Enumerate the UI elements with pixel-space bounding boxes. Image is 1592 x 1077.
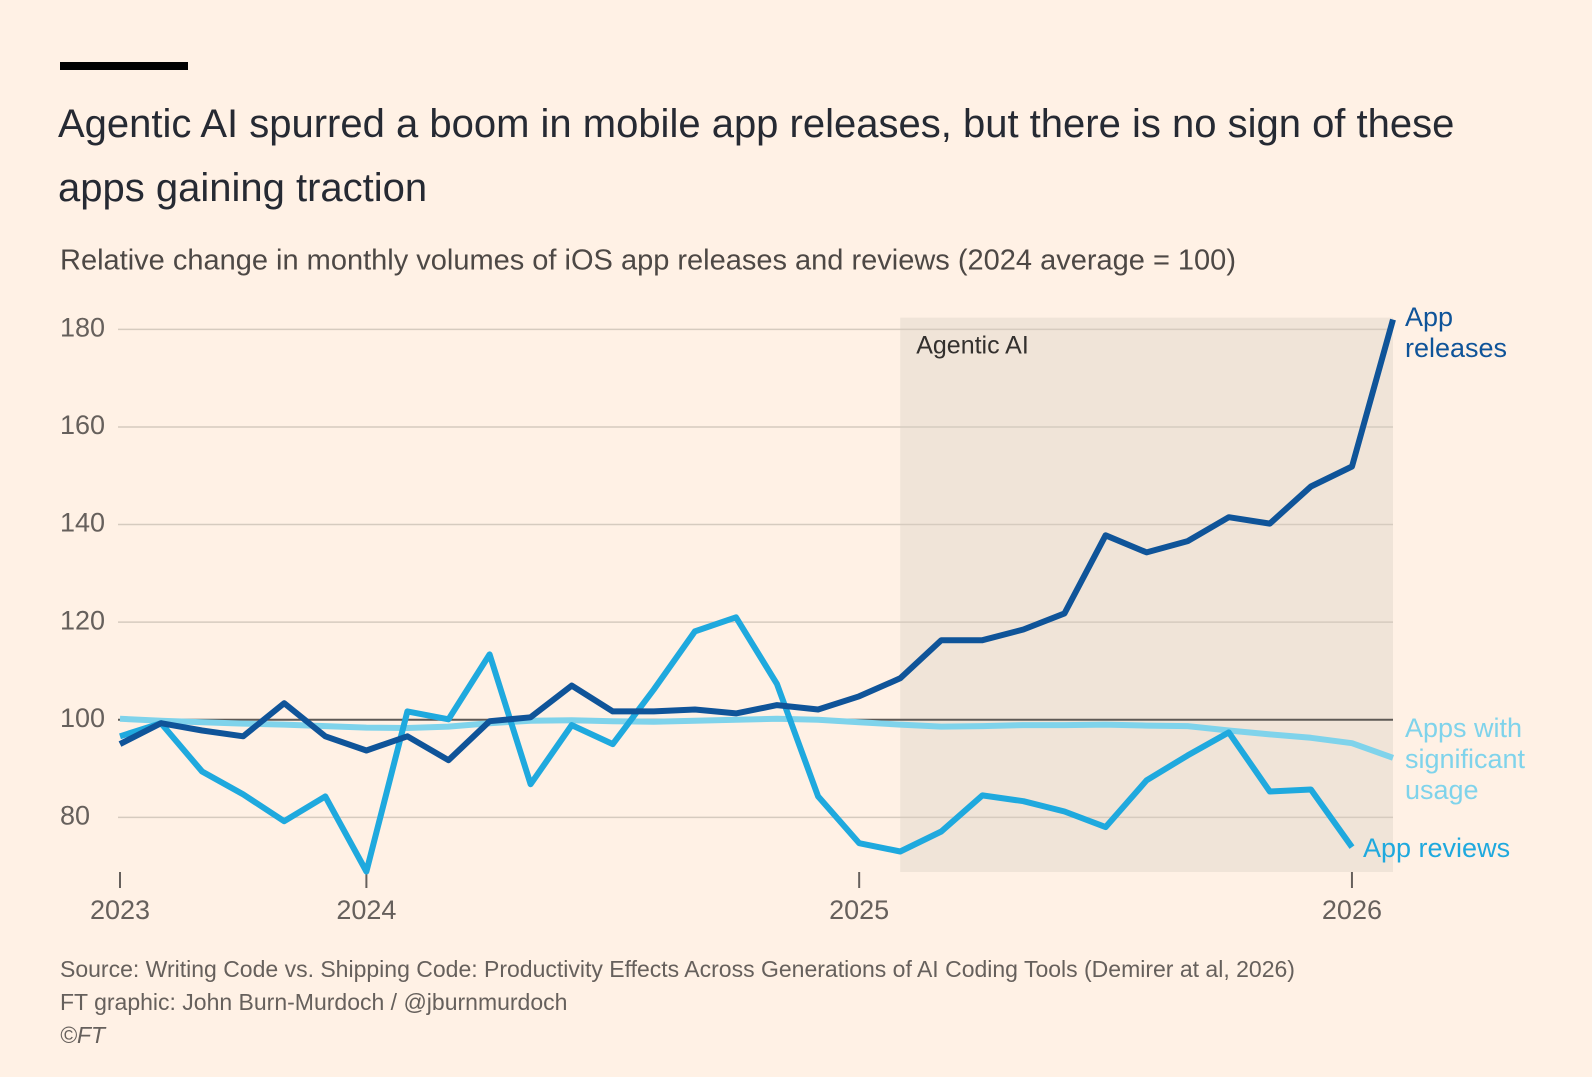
y-tick-label: 120 — [60, 605, 105, 635]
series-label-box: App releases — [1405, 302, 1508, 363]
series-label: App reviews — [1363, 833, 1511, 863]
series-line — [119, 715, 1395, 761]
y-tick-label: 160 — [60, 410, 105, 440]
shade — [900, 317, 1393, 873]
series-label-box: Apps with significant usage — [1405, 713, 1526, 805]
brand-bar — [60, 62, 188, 70]
y-tick-label: 140 — [60, 508, 105, 538]
y-tick-label: 80 — [60, 800, 90, 830]
x-tick-label: 2023 — [90, 895, 150, 925]
series-label: Apps with significant usage — [1405, 713, 1526, 805]
x-tick-label: 2025 — [829, 895, 889, 925]
credit: FT graphic: John Burn-Murdoch / @jburnmu… — [60, 989, 567, 1015]
series-label: App releases — [1405, 302, 1508, 363]
chart-title: Agentic AI spurred a boom in mobile app … — [58, 102, 1455, 210]
x-tick-label: 2024 — [336, 895, 396, 925]
series-line — [119, 614, 1355, 875]
y-tick-label: 180 — [60, 312, 105, 342]
title-box: Agentic AI spurred a boom in mobile app … — [58, 102, 1455, 210]
x-tick-label: 2026 — [1322, 895, 1382, 925]
series-line — [118, 318, 1396, 764]
shade-label: Agentic AI — [916, 332, 1029, 360]
series-label-box: App reviews — [1363, 833, 1511, 863]
copyright: ©FT — [60, 1022, 107, 1048]
chart-subtitle: Relative change in monthly volumes of iO… — [60, 245, 1236, 277]
source: Source: Writing Code vs. Shipping Code: … — [60, 956, 1295, 982]
y-tick-label: 100 — [60, 703, 105, 733]
